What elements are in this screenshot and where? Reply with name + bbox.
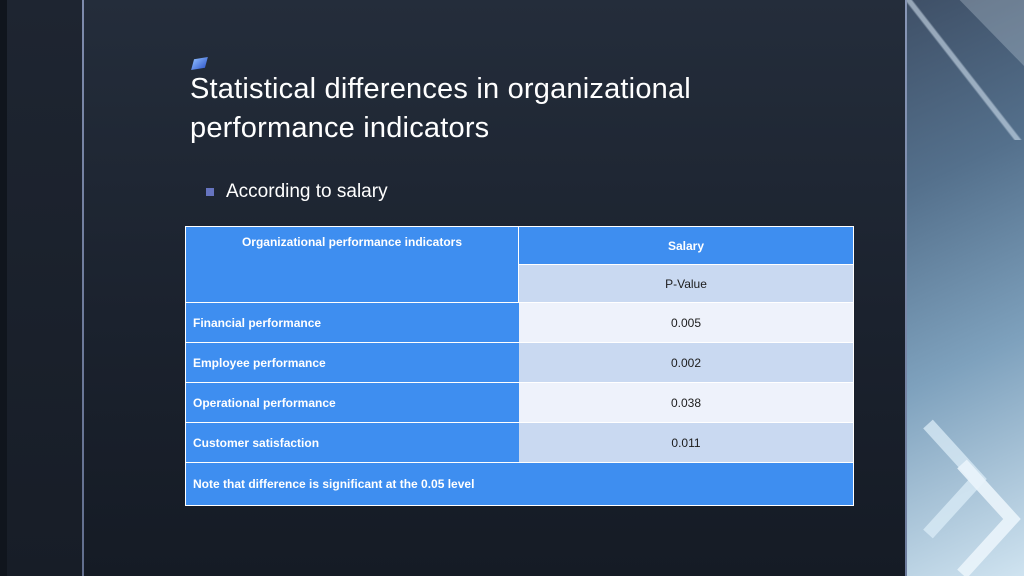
left-edge-band xyxy=(0,0,7,576)
bullet-square-icon xyxy=(206,188,214,196)
row-value-employee: 0.002 xyxy=(519,343,853,383)
right-accent-line xyxy=(905,0,907,576)
right-decoration-panel xyxy=(907,0,1024,576)
bullet-item: According to salary xyxy=(206,181,388,203)
results-table: Organizational performance indicators Sa… xyxy=(185,226,854,506)
table-subheader-pvalue: P-Value xyxy=(519,265,853,303)
left-decoration-strip xyxy=(0,0,82,576)
table-header-indicators: Organizational performance indicators xyxy=(186,227,519,303)
table-header-salary: Salary xyxy=(519,227,853,265)
row-label-employee: Employee performance xyxy=(186,343,519,383)
row-label-financial: Financial performance xyxy=(186,303,519,343)
diagonal-line-shape xyxy=(907,0,1024,140)
bullet-text: According to salary xyxy=(226,181,388,202)
left-accent-line xyxy=(82,0,84,576)
chevron-right-icon xyxy=(923,419,1021,576)
row-label-operational: Operational performance xyxy=(186,383,519,423)
table-footnote: Note that difference is significant at t… xyxy=(186,463,853,505)
slide-title: Statistical differences in organizationa… xyxy=(190,73,691,145)
row-label-customer: Customer satisfaction xyxy=(186,423,519,463)
title-flag-icon xyxy=(191,56,208,71)
row-value-customer: 0.011 xyxy=(519,423,853,463)
row-value-financial: 0.005 xyxy=(519,303,853,343)
row-value-operational: 0.038 xyxy=(519,383,853,423)
